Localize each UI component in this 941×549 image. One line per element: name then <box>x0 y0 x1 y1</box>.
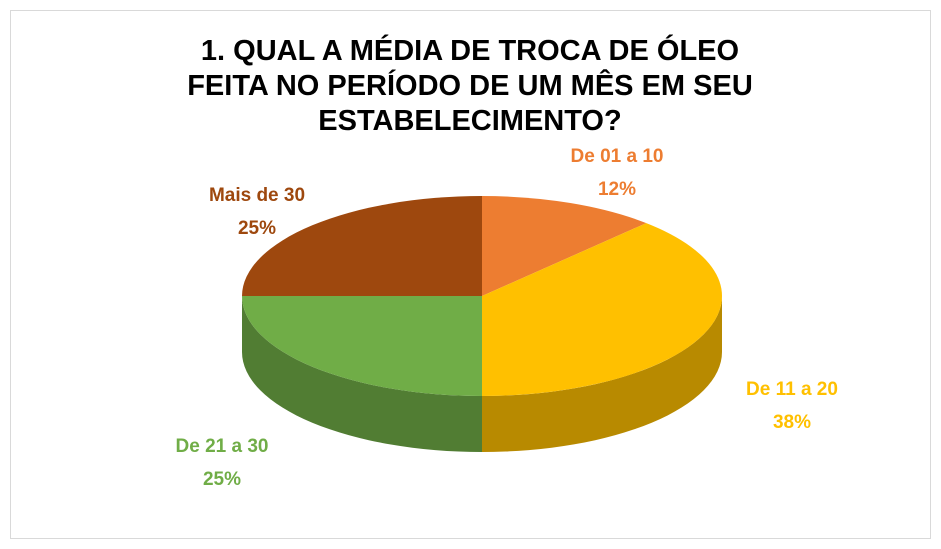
data-label-value: 25% <box>238 218 276 239</box>
data-label-name: De 01 a 10 <box>571 146 664 167</box>
slice-side <box>482 296 722 452</box>
chart-title: 1. QUAL A MÉDIA DE TROCA DE ÓLEO FEITA N… <box>187 35 753 137</box>
data-label-value: 25% <box>203 469 241 490</box>
slice <box>482 223 722 396</box>
data-label-name: De 11 a 20 <box>746 379 838 400</box>
slice-side <box>242 296 482 452</box>
slice <box>242 196 482 296</box>
data-label-name: Mais de 30 <box>209 185 305 206</box>
slice <box>482 196 647 296</box>
slice <box>242 296 482 396</box>
data-label-name: De 21 a 30 <box>176 436 269 457</box>
data-label-value: 12% <box>598 179 636 200</box>
data-label-value: 38% <box>773 412 811 433</box>
